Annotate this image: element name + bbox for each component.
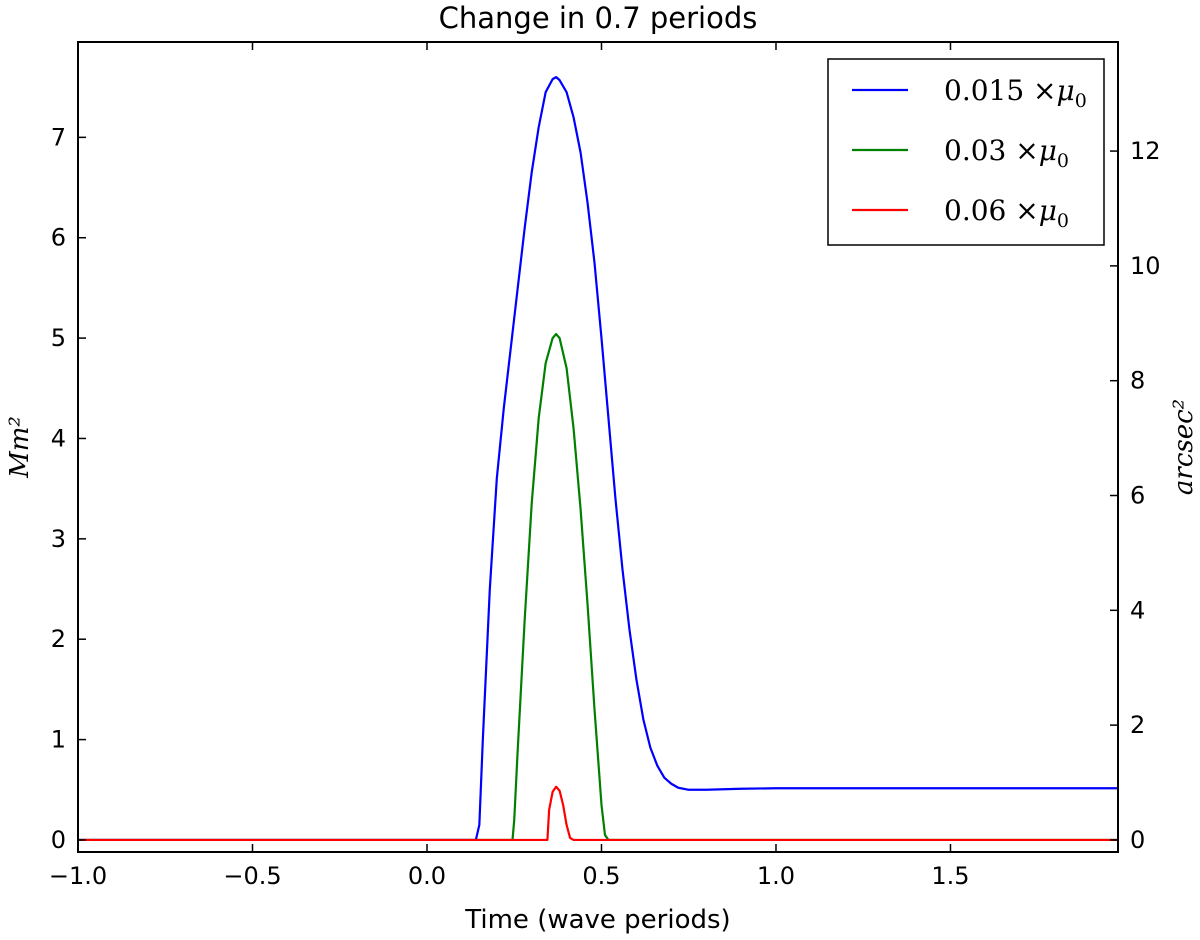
series-line-1 [78, 332, 1118, 842]
series-layer [78, 76, 1118, 842]
y-axis-label-left: Mm² [5, 416, 35, 479]
y-left-tick-label: 0 [51, 826, 66, 854]
y-left-tick-label: 7 [51, 123, 66, 151]
y-right-tick-label: 10 [1130, 252, 1161, 280]
y-right-tick-label: 12 [1130, 137, 1161, 165]
y-right-tick-label: 2 [1130, 711, 1145, 739]
legend-label-0: 0.015 ×μ0 [944, 74, 1087, 112]
y-right-tick-label: 4 [1130, 596, 1145, 624]
x-tick-label: −1.0 [49, 862, 107, 890]
x-axis-label: Time (wave periods) [464, 905, 730, 935]
y-left-tick-label: 5 [51, 324, 66, 352]
x-axis: −1.0 −0.5 0.0 0.5 1.0 1.5 [49, 42, 970, 890]
legend-label-1: 0.03 ×μ0 [944, 134, 1069, 172]
y-right-tick-label: 0 [1130, 826, 1145, 854]
y-right-tick-label: 6 [1130, 482, 1145, 510]
x-tick-label: 0.5 [582, 862, 620, 890]
series-line-0 [78, 76, 1118, 842]
x-tick-label: 1.0 [757, 862, 795, 890]
series-line-2 [78, 785, 1118, 842]
legend: 0.015 ×μ0 0.03 ×μ0 0.06 ×μ0 [827, 58, 1105, 246]
y-axis-left: 0 1 2 3 4 5 6 7 [51, 123, 86, 854]
plot-frame [77, 41, 1119, 853]
x-tick-label: 0.0 [408, 862, 446, 890]
y-axis-right: 0 2 4 6 8 10 12 [1110, 137, 1161, 854]
y-left-tick-label: 1 [51, 726, 66, 754]
y-left-tick-label: 3 [51, 525, 66, 553]
y-left-tick-label: 2 [51, 625, 66, 653]
y-left-tick-label: 6 [51, 224, 66, 252]
x-tick-label: −0.5 [223, 862, 281, 890]
y-right-tick-label: 8 [1130, 367, 1145, 395]
chart-title: Change in 0.7 periods [439, 1, 758, 35]
y-axis-label-right: arcsec² [1169, 399, 1199, 495]
x-tick-label: 1.5 [931, 862, 969, 890]
y-left-tick-label: 4 [51, 424, 66, 452]
legend-label-2: 0.06 ×μ0 [944, 194, 1069, 232]
